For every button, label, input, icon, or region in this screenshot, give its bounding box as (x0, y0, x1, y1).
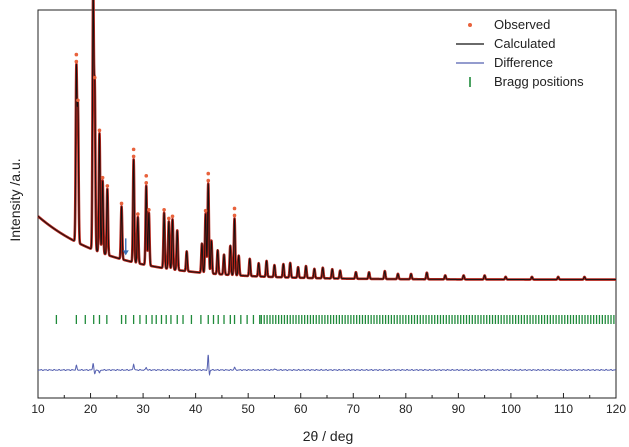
x-tick-label: 110 (554, 402, 573, 416)
observed-point (97, 128, 102, 133)
legend-label: Bragg positions (494, 74, 584, 89)
observed-point (162, 207, 166, 212)
observed-point (206, 171, 211, 176)
legend: Observed Calculated Difference Bragg positi… (456, 17, 584, 89)
x-tick-label: 80 (399, 402, 413, 416)
x-tick-label: 30 (136, 402, 150, 416)
observed-point (74, 52, 79, 57)
x-tick-label: 40 (189, 402, 203, 416)
observed-point (105, 184, 110, 188)
marker-arrow-head (122, 250, 129, 256)
x-axis: 10 20 30 40 50 60 70 80 90 100 110 120 (31, 393, 626, 416)
x-tick-label: 60 (294, 402, 308, 416)
observed-point (92, 75, 97, 80)
observed-point (119, 201, 124, 206)
observed-point (131, 147, 136, 152)
observed-point (147, 207, 151, 212)
observed-point (167, 216, 171, 221)
legend-swatch-observed (468, 23, 472, 27)
observed-point (100, 175, 105, 180)
observed-point (76, 98, 80, 103)
difference-line (37, 354, 616, 377)
x-axis-label: 2θ / deg (303, 428, 354, 444)
x-tick-label: 120 (606, 402, 626, 416)
legend-label: Observed (494, 17, 550, 32)
observed-point (74, 59, 79, 64)
observed-point (206, 178, 211, 183)
difference-curve (37, 354, 616, 377)
x-tick-label: 20 (84, 402, 98, 416)
x-tick-label: 10 (31, 402, 45, 416)
observed-point (170, 214, 175, 219)
observed-point (144, 181, 149, 185)
observed-point (203, 208, 208, 213)
observed-point (232, 213, 237, 218)
observed-point (232, 206, 237, 211)
observed-point (136, 212, 140, 216)
legend-label: Calculated (494, 36, 555, 51)
x-tick-label: 90 (452, 402, 466, 416)
x-tick-label: 50 (242, 402, 256, 416)
y-axis-label: Intensity /a.u. (7, 158, 23, 241)
x-tick-label: 100 (501, 402, 521, 416)
x-tick-label: 70 (347, 402, 361, 416)
legend-label: Difference (494, 55, 553, 70)
bragg-ticks (55, 315, 615, 324)
observed-point (131, 154, 136, 159)
calculated-line (37, 0, 616, 281)
observed-point (144, 174, 149, 178)
